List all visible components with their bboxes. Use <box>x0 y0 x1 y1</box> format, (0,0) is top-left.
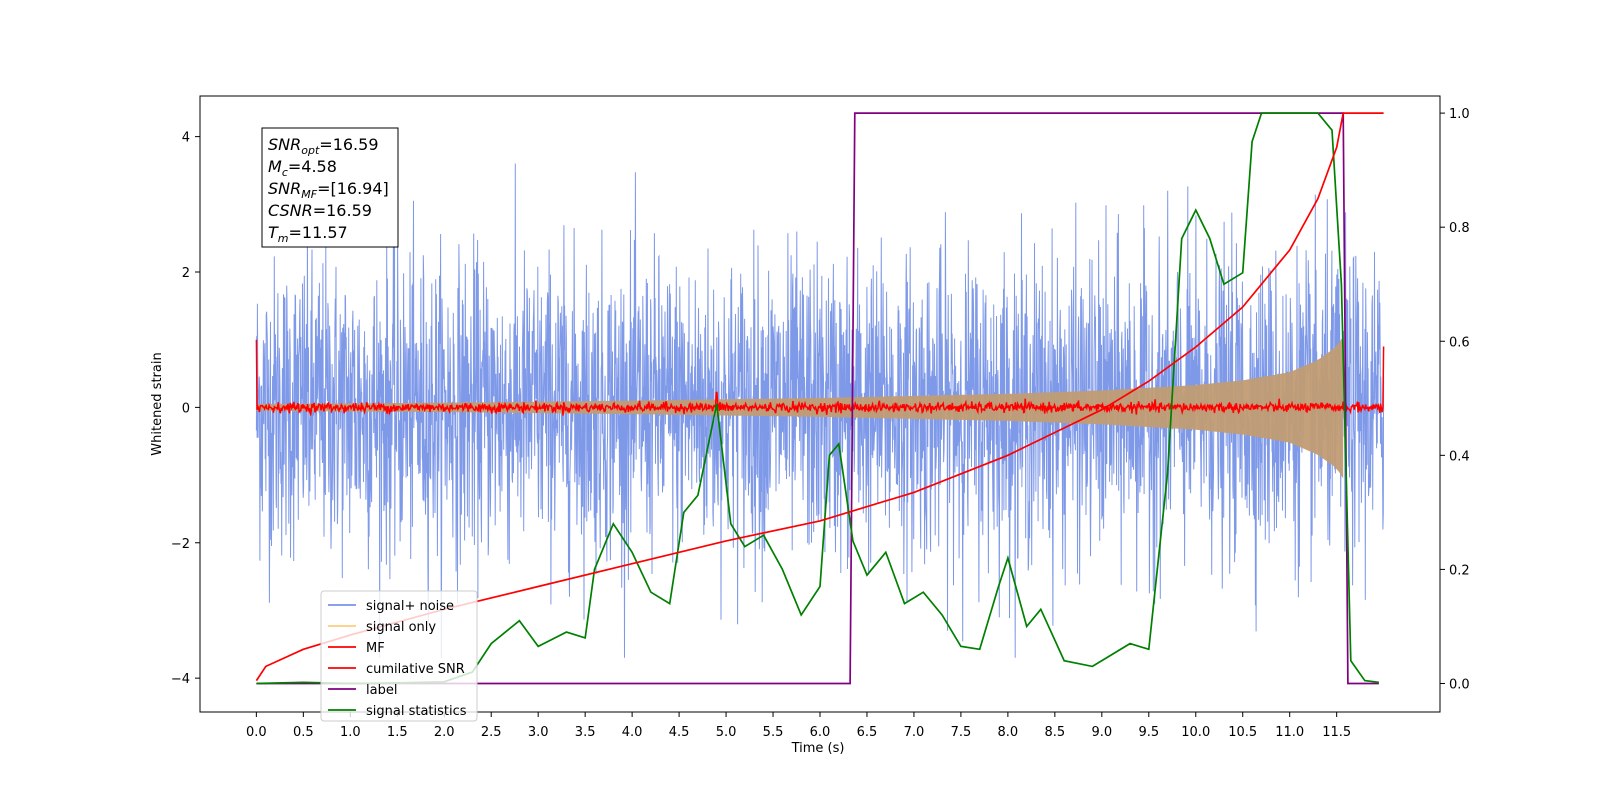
x-tick-label: 2.5 <box>481 725 502 740</box>
x-tick-label: 0.0 <box>246 725 267 740</box>
y-tick-label: 0 <box>182 401 190 416</box>
x-tick-label: 2.0 <box>434 725 455 740</box>
x-tick-label: 11.5 <box>1322 725 1351 740</box>
x-tick-label: 8.5 <box>1045 725 1066 740</box>
y-tick-label: 4 <box>182 131 190 146</box>
y2-tick-label: 0.6 <box>1449 335 1470 350</box>
x-tick-label: 11.0 <box>1275 725 1304 740</box>
x-axis: 0.0 0.5 1.0 1.5 2.0 2.5 3.0 3.5 4.0 4.5 5.0 5.5 6.0 6… <box>246 712 1351 740</box>
legend-label: signal only <box>366 620 436 635</box>
x-tick-label: 10.0 <box>1181 725 1210 740</box>
x-tick-label: 0.5 <box>293 725 314 740</box>
series-signal-noise <box>255 163 1385 658</box>
legend-label: MF <box>366 641 385 656</box>
y-tick-label: −2 <box>171 537 190 552</box>
x-tick-label: 9.0 <box>1091 725 1112 740</box>
annotation-line: CSNR=16.59 <box>268 201 372 220</box>
annotation-line: Mc=4.58 <box>268 157 337 179</box>
series-label <box>256 112 1379 685</box>
y2-tick-label: 0.4 <box>1449 449 1470 464</box>
x-tick-label: 9.5 <box>1138 725 1159 740</box>
x-tick-label: 1.0 <box>340 725 361 740</box>
y-axis-title: Whitened strain <box>150 352 165 455</box>
legend-label: signal+ noise <box>366 599 454 614</box>
x-tick-label: 6.5 <box>857 725 878 740</box>
x-tick-label: 4.0 <box>622 725 643 740</box>
legend-label: label <box>366 683 397 698</box>
annotation-line: SNRMF=[16.94] <box>268 179 389 201</box>
x-tick-label: 5.0 <box>716 725 737 740</box>
x-tick-label: 8.0 <box>998 725 1019 740</box>
series-signal-statistics <box>256 112 1380 685</box>
x-tick-label: 5.5 <box>763 725 784 740</box>
x-tick-label: 7.0 <box>904 725 925 740</box>
y-tick-label: 2 <box>182 266 190 281</box>
legend-frame <box>320 590 478 722</box>
legend-label: cumilative SNR <box>366 662 465 677</box>
y2-tick-label: 1.0 <box>1449 107 1470 122</box>
x-tick-label: 3.5 <box>575 725 596 740</box>
x-tick-label: 4.5 <box>669 725 690 740</box>
x-tick-label: 10.5 <box>1228 725 1257 740</box>
y2-tick-label: 0.8 <box>1449 221 1470 236</box>
x-axis-title: Time (s) <box>791 741 845 756</box>
y2-tick-label: 0.2 <box>1449 563 1470 578</box>
y-axis-left: −4 −2 0 2 4 <box>171 131 200 687</box>
series-mf <box>255 339 1385 416</box>
annotation-box: SNRopt=16.59Mc=4.58SNRMF=[16.94]CSNR=16.… <box>261 127 399 248</box>
annotation-frame <box>261 127 399 248</box>
annotation-line: Tm=11.57 <box>268 223 348 245</box>
annotation-line: SNRopt=16.59 <box>268 135 379 157</box>
legend: signal+ noise signal only MF cumilative SNR… <box>320 590 478 722</box>
y2-tick-label: 0.0 <box>1449 677 1470 692</box>
x-tick-label: 7.5 <box>951 725 972 740</box>
x-tick-label: 3.0 <box>528 725 549 740</box>
x-tick-label: 1.5 <box>387 725 408 740</box>
x-tick-label: 6.0 <box>810 725 831 740</box>
y-tick-label: −4 <box>171 672 190 687</box>
legend-label: signal statistics <box>366 704 467 719</box>
y-axis-right: 0.0 0.2 0.4 0.6 0.8 1.0 <box>1440 107 1470 692</box>
